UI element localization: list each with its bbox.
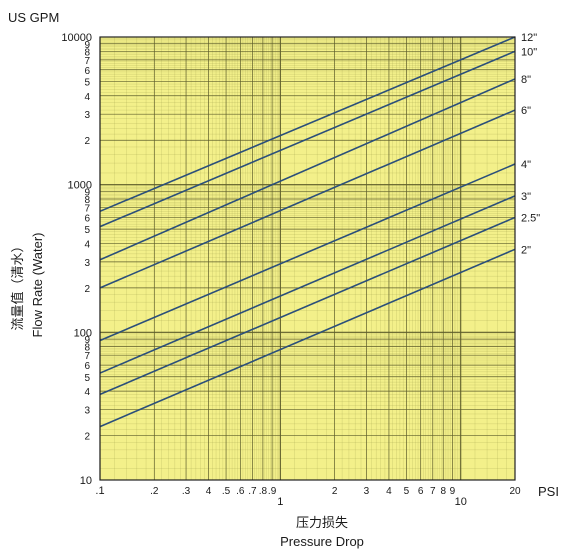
x-tick-label: 4 xyxy=(386,486,392,497)
series-label: 12" xyxy=(521,32,537,44)
series-line xyxy=(99,50,516,228)
y-tick-label: 100 xyxy=(74,327,92,339)
x-axis-title-en: Pressure Drop xyxy=(280,534,364,549)
series-line xyxy=(99,195,516,374)
y-tick-label: 6 xyxy=(84,66,90,77)
series-line xyxy=(99,109,516,289)
y-tick-label: 5 xyxy=(84,77,90,88)
series-label: 6" xyxy=(521,105,531,117)
series-label: 3" xyxy=(521,191,531,203)
y-tick-label: 2 xyxy=(84,432,90,443)
x-tick-label: 5 xyxy=(404,486,410,497)
y-tick-label: 9 xyxy=(84,40,90,51)
y-tick-label: 5 xyxy=(84,225,90,236)
x-tick-label: .6 xyxy=(236,486,245,497)
series-label: 8" xyxy=(521,74,531,86)
y-tick-label: 4 xyxy=(84,92,90,103)
x-tick-label: .8 xyxy=(259,486,268,497)
y-tick-label: 8 xyxy=(84,47,90,58)
x-tick-label: 7 xyxy=(430,486,436,497)
y-tick-label: 8 xyxy=(84,343,90,354)
x-tick-label: .5 xyxy=(222,486,231,497)
y-axis-title-cn: 流量值（清水） xyxy=(10,239,25,330)
y-tick-label: 10000 xyxy=(61,32,92,44)
y-unit-label: US GPM xyxy=(8,10,59,25)
y-tick-label: 3 xyxy=(84,406,90,417)
y-tick-label: 10 xyxy=(80,475,92,487)
x-unit-label: PSI xyxy=(538,484,559,499)
y-tick-label: 2 xyxy=(84,136,90,147)
x-tick-label: 8 xyxy=(440,486,446,497)
y-tick-label: 5 xyxy=(84,373,90,384)
x-tick-label: 2 xyxy=(332,486,338,497)
series-label: 10" xyxy=(521,46,537,58)
y-tick-label: 2 xyxy=(84,284,90,295)
x-tick-label: 10 xyxy=(455,496,467,508)
y-tick-label: 9 xyxy=(84,335,90,346)
series-line xyxy=(99,36,516,213)
x-tick-label: .9 xyxy=(268,486,277,497)
plot-frame xyxy=(99,36,516,481)
x-tick-label: 3 xyxy=(364,486,370,497)
series-line xyxy=(99,216,516,396)
y-tick-label: 4 xyxy=(84,387,90,398)
y-tick-label: 7 xyxy=(84,56,90,67)
series-label: 2" xyxy=(521,244,531,256)
x-tick-label: 9 xyxy=(450,486,456,497)
y-tick-label: 3 xyxy=(84,110,90,121)
y-tick-label: 7 xyxy=(84,351,90,362)
y-tick-label: 9 xyxy=(84,187,90,198)
series-label: 4" xyxy=(521,159,531,171)
x-tick-label: 20 xyxy=(509,486,521,497)
y-tick-label: 4 xyxy=(84,239,90,250)
series-line xyxy=(99,248,516,428)
y-tick-label: 3 xyxy=(84,258,90,269)
x-tick-label: 1 xyxy=(277,496,283,508)
x-tick-label: 4 xyxy=(206,486,212,497)
y-tick-label: 6 xyxy=(84,361,90,372)
x-tick-label: .7 xyxy=(248,486,257,497)
y-tick-label: 7 xyxy=(84,204,90,215)
y-axis-title-en: Flow Rate (Water) xyxy=(30,233,45,338)
y-tick-label: 6 xyxy=(84,213,90,224)
x-tick-label: 6 xyxy=(418,486,424,497)
y-tick-label: 1000 xyxy=(68,180,92,192)
x-tick-label: .2 xyxy=(150,486,159,497)
series-line xyxy=(99,163,516,342)
y-tick-label: 8 xyxy=(84,195,90,206)
x-tick-label: .1 xyxy=(95,485,104,497)
series-label: 2.5" xyxy=(521,212,540,224)
x-tick-label: .3 xyxy=(182,486,191,497)
x-axis-title-cn: 压力损失 xyxy=(296,515,348,530)
series-line xyxy=(99,78,516,261)
